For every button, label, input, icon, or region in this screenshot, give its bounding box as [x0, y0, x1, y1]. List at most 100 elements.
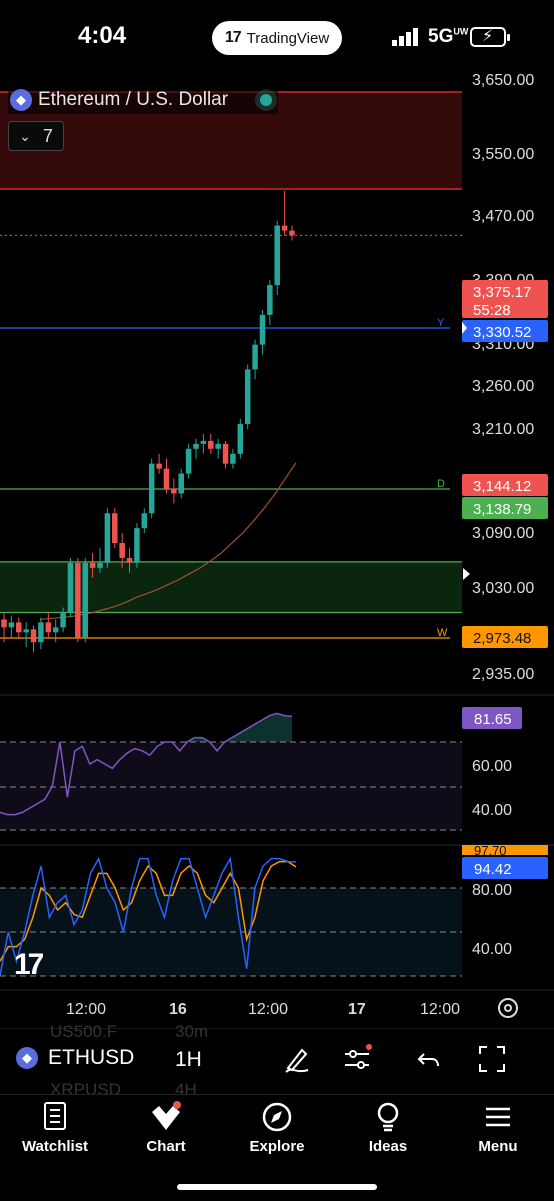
level-pointer: [462, 322, 467, 334]
tab-bar: [0, 1094, 554, 1201]
candle-body: [134, 528, 140, 563]
candle-body: [126, 557, 133, 563]
rsi-axis-tick: 60.00: [472, 758, 512, 775]
rsi-value-label: 81.65: [474, 711, 512, 728]
time-axis-tick: 12:00: [420, 1001, 460, 1018]
candle-body: [45, 622, 52, 633]
last-price-label: 55:28: [473, 302, 511, 319]
indicator-count: 7: [42, 125, 53, 146]
candle-body: [230, 453, 236, 464]
level-d-label-bg: [462, 474, 548, 496]
list-book-icon: [44, 1102, 66, 1130]
stoch-d-value-bg: [462, 857, 548, 879]
candle-body: [222, 443, 229, 464]
undo-icon: [417, 1053, 439, 1067]
stoch-d-line: [0, 860, 297, 962]
tab-label: Watchlist: [21, 1138, 89, 1155]
candle-body: [237, 424, 244, 454]
symbol-legend[interactable]: ◆ Ethereum / U.S. Dollar: [8, 86, 279, 114]
indicators-button[interactable]: [340, 1042, 374, 1076]
chart-canvas[interactable]: YDW3,650.003,550.003,470.003,390.003,310…: [0, 60, 554, 1030]
tab-label: Explore: [249, 1138, 305, 1155]
tab-chart[interactable]: Chart: [111, 1100, 221, 1155]
pen-icon: [285, 1048, 309, 1073]
tradingview-pill-label: TradingView: [246, 29, 330, 47]
tradingview-pill[interactable]: 17 TradingView: [212, 21, 342, 55]
sliders-icon: [345, 1044, 372, 1069]
price-axis-tick: 3,470.00: [472, 208, 534, 225]
candle-body: [104, 513, 111, 563]
rsi-band: [0, 742, 462, 830]
gear-center: [504, 1004, 512, 1012]
last-price-label: 3,375.17: [473, 284, 531, 301]
candle-body: [244, 369, 251, 424]
price-axis-tick: 3,260.00: [472, 378, 534, 395]
time-axis-tick: 16: [169, 1001, 187, 1018]
time-axis-tick: 12:00: [248, 1001, 288, 1018]
candle-body: [82, 562, 88, 638]
draw-tool-button[interactable]: [280, 1042, 314, 1076]
level-marker-w: W: [437, 627, 448, 639]
ticker-label: ETHUSD: [48, 1046, 135, 1069]
cell-signal-icon: [392, 28, 418, 46]
hamburger-icon: [486, 1107, 510, 1127]
candle-body: [178, 473, 184, 494]
level-d-label: 3,144.12: [473, 478, 531, 495]
stoch-axis-tick: 40.00: [472, 941, 512, 958]
indicators-collapse-button[interactable]: ⌄ 7: [8, 121, 64, 151]
candle-body: [52, 627, 59, 633]
candle-body: [75, 562, 81, 638]
candle-body: [171, 488, 177, 494]
candle-body: [148, 463, 155, 514]
candle-body: [267, 285, 273, 315]
candle-body: [208, 440, 214, 449]
time-axis-tick: 17: [348, 1001, 366, 1018]
bottom-toolbar: [0, 1028, 554, 1093]
price-axis-tick: 3,090.00: [472, 525, 534, 542]
chart-icon: [152, 1101, 181, 1130]
candle-body: [38, 622, 44, 643]
tab-explore[interactable]: Explore: [222, 1100, 332, 1155]
price-axis-tick: 3,030.00: [472, 580, 534, 597]
tab-ideas[interactable]: Ideas: [333, 1100, 443, 1155]
gear-outline: [498, 998, 518, 1018]
candle-body: [23, 629, 29, 633]
scroll-right-arrow: [463, 568, 470, 580]
candle-body: [112, 513, 118, 544]
price-axis-tick: 2,935.00: [472, 666, 534, 683]
candle-body: [259, 314, 266, 345]
stoch-d-value-label: 94.42: [474, 861, 512, 878]
lightbulb-icon: [377, 1102, 399, 1132]
last-price-label-bg: [462, 280, 548, 318]
compass-icon: [262, 1102, 292, 1132]
stoch-k-value-label: 97.70: [474, 843, 507, 858]
ticker-button[interactable]: ◆ ETHUSD: [16, 1046, 134, 1070]
tab-menu[interactable]: Menu: [443, 1100, 553, 1155]
candle-body: [141, 513, 148, 529]
fullscreen-button[interactable]: [475, 1042, 509, 1076]
level-w-label: 2,973.48: [473, 630, 531, 647]
tab-label: Chart: [146, 1138, 186, 1155]
fullscreen-icon: [479, 1046, 505, 1072]
level-marker-y: Y: [437, 317, 445, 329]
rsi-line: [0, 712, 293, 816]
price-axis-tick: 3,210.00: [472, 421, 534, 438]
undo-button[interactable]: [412, 1042, 446, 1076]
tab-label: Menu: [478, 1138, 518, 1155]
live-status-dot: [260, 94, 273, 106]
candle-body: [67, 562, 74, 613]
candle-body: [215, 443, 221, 449]
chevron-down-icon: ⌄: [19, 127, 31, 144]
tab-watchlist[interactable]: Watchlist: [0, 1100, 110, 1155]
candle-body: [252, 344, 258, 370]
price-axis-tick: 3,650.00: [472, 72, 534, 89]
stoch-k-value-bg: [462, 845, 548, 855]
candle-body: [156, 463, 162, 469]
chart-settings-icon[interactable]: [498, 998, 518, 1018]
candle-body: [30, 629, 37, 643]
status-time: 4:04: [78, 22, 127, 49]
candle-body: [97, 562, 103, 568]
candle-body: [1, 619, 7, 628]
interval-button[interactable]: 1H: [175, 1048, 202, 1071]
ma-value-label-bg: [462, 497, 548, 519]
